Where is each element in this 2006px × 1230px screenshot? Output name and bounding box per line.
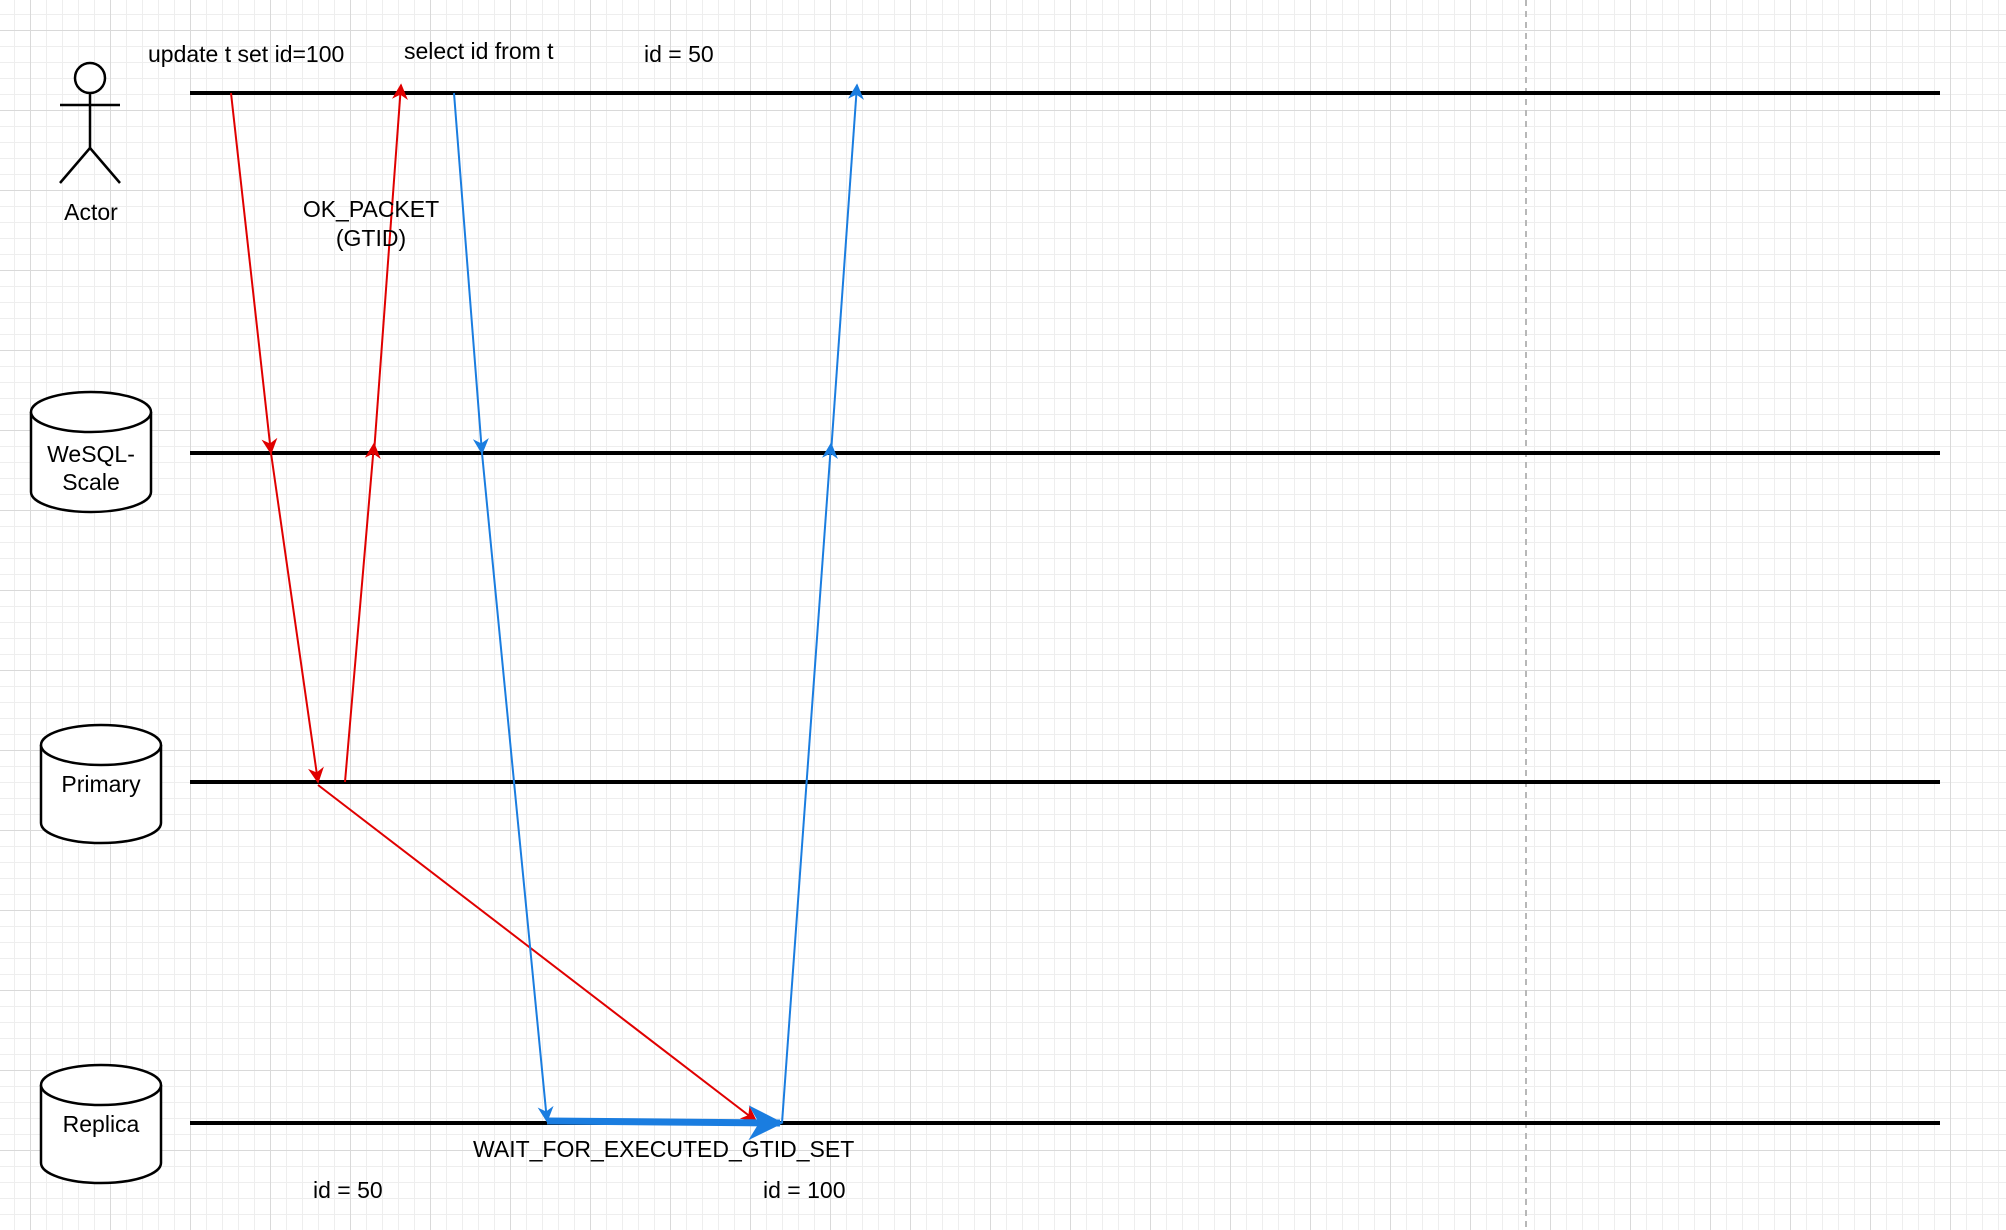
replica-after-value-label: id = 100 (763, 1177, 846, 1203)
replica-before-value-label: id = 50 (313, 1177, 383, 1203)
wait-for-gtid-label: WAIT_FOR_EXECUTED_GTID_SET (473, 1136, 854, 1162)
wait-for-gtid-arrow (546, 1105, 784, 1141)
select-forward-arrow (481, 452, 554, 1123)
result-return-arrow (781, 442, 838, 1124)
ok-packet-label-line2: (GTID) (336, 225, 406, 251)
proxy-label-line2: Scale (62, 469, 120, 495)
actor-label: Actor (64, 199, 118, 225)
update-request-arrow (230, 92, 278, 455)
select-statement-label: select id from t (404, 38, 554, 64)
ok-packet-label-line1: OK_PACKET (303, 196, 439, 222)
proxy-label-line1: WeSQL- (47, 441, 135, 467)
primary-database-icon (39, 723, 163, 845)
ok-packet-return-arrow (344, 442, 381, 783)
primary-label: Primary (61, 771, 141, 797)
actor-result-label: id = 50 (644, 41, 714, 67)
update-statement-label: update t set id=100 (148, 41, 344, 67)
update-forward-arrow (270, 452, 324, 784)
ok-packet-to-actor-arrow (373, 83, 408, 454)
replica-label: Replica (63, 1111, 140, 1137)
proxy-database-icon (29, 390, 153, 514)
replication-arrow (317, 784, 758, 1122)
select-request-arrow (453, 92, 489, 455)
actor-icon (59, 61, 121, 184)
result-to-actor-arrow (830, 83, 864, 454)
replica-database-icon (39, 1063, 163, 1185)
